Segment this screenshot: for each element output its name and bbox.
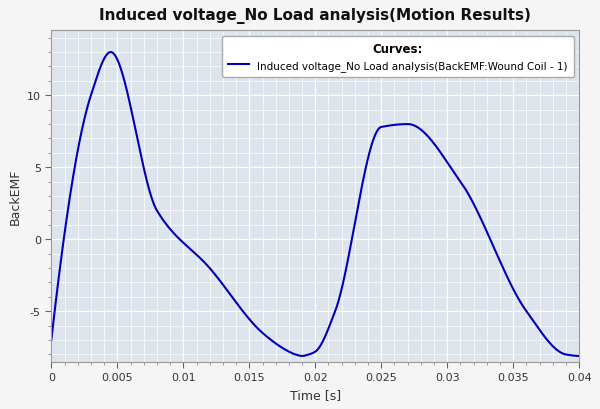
- Title: Induced voltage_No Load analysis(Motion Results): Induced voltage_No Load analysis(Motion …: [100, 8, 531, 24]
- X-axis label: Time [s]: Time [s]: [290, 388, 341, 401]
- Legend: Induced voltage_No Load analysis(BackEMF:Wound Coil - 1): Induced voltage_No Load analysis(BackEMF…: [222, 36, 574, 78]
- Y-axis label: BackEMF: BackEMF: [8, 169, 22, 225]
